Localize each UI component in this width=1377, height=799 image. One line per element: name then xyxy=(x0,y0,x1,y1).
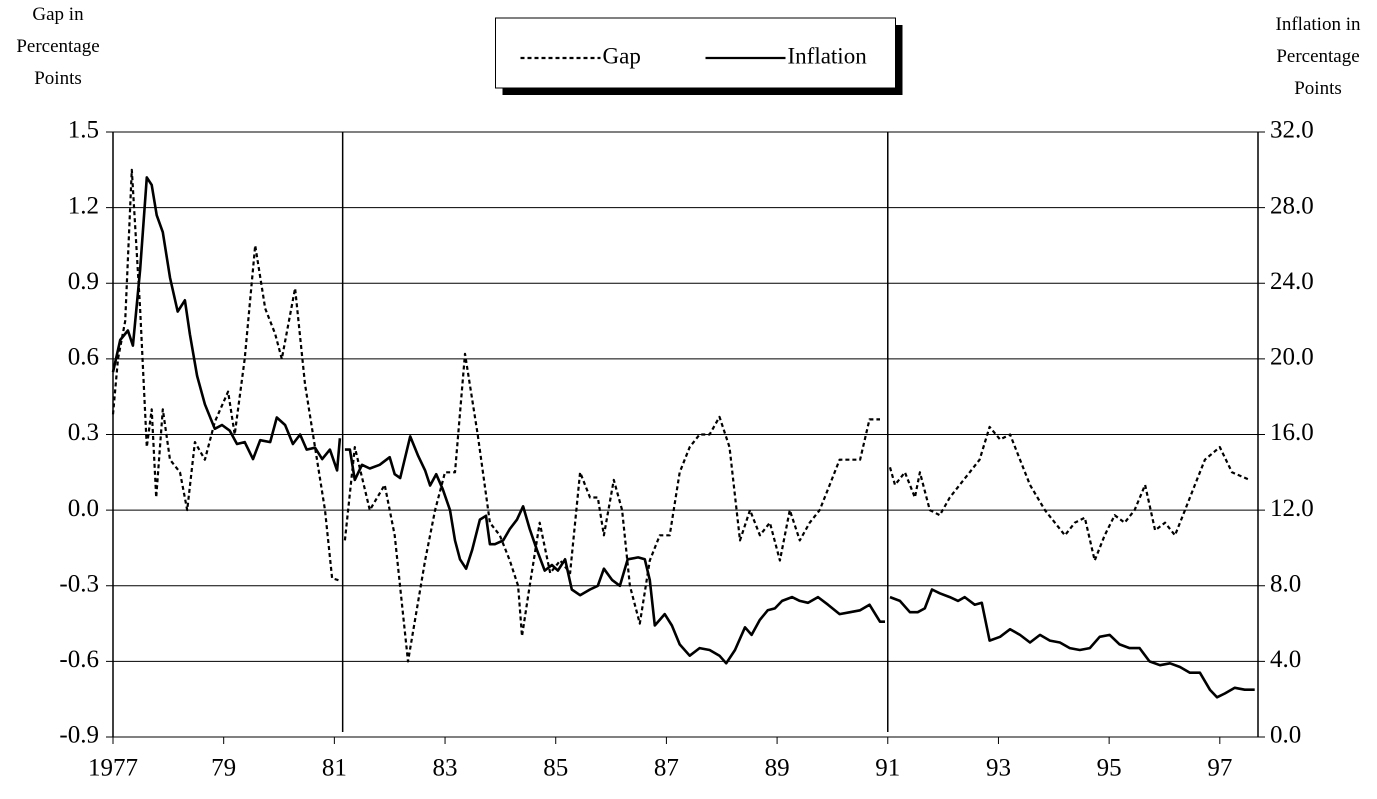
x-tick-label: 87 xyxy=(654,755,679,782)
y2-tick-label: 24.0 xyxy=(1270,268,1314,295)
y2-tick-label: 8.0 xyxy=(1270,570,1301,597)
y2-tick-label: 12.0 xyxy=(1270,495,1314,522)
x-tick-label: 97 xyxy=(1207,755,1232,782)
legend-label: Inflation xyxy=(788,43,868,68)
y-axis-title: Percentage xyxy=(16,36,99,57)
y-tick-label: 0.0 xyxy=(68,495,99,522)
y-tick-label: 0.6 xyxy=(68,344,99,371)
x-tick-label: 83 xyxy=(433,755,458,782)
y-tick-label: -0.6 xyxy=(59,646,99,673)
series-line xyxy=(111,176,1255,699)
series-line xyxy=(111,168,1251,663)
y2-tick-label: 20.0 xyxy=(1270,344,1314,371)
y2-axis-title: Percentage xyxy=(1276,46,1359,67)
y-axis-title: Gap in xyxy=(32,4,84,25)
legend-label: Gap xyxy=(603,43,641,68)
x-tick-label: 93 xyxy=(986,755,1011,782)
y2-tick-label: 16.0 xyxy=(1270,419,1314,446)
x-tick-label: 95 xyxy=(1097,755,1122,782)
x-tick-label: 1977 xyxy=(88,755,138,782)
legend xyxy=(495,17,896,89)
y-tick-label: 1.5 xyxy=(68,117,99,144)
y2-axis-title: Points xyxy=(1294,78,1342,99)
y2-axis-title: Inflation in xyxy=(1276,14,1361,35)
x-tick-label: 79 xyxy=(211,755,236,782)
y2-tick-label: 28.0 xyxy=(1270,192,1314,219)
y-tick-label: -0.3 xyxy=(59,570,99,597)
x-tick-label: 81 xyxy=(322,755,347,782)
x-tick-label: 85 xyxy=(543,755,568,782)
y2-tick-label: 0.0 xyxy=(1270,722,1301,749)
y-tick-label: 0.3 xyxy=(68,419,99,446)
x-tick-label: 89 xyxy=(765,755,790,782)
y2-tick-label: 32.0 xyxy=(1270,117,1314,144)
y2-tick-label: 4.0 xyxy=(1270,646,1301,673)
y-tick-label: 1.2 xyxy=(68,192,99,219)
x-tick-label: 91 xyxy=(875,755,900,782)
y-tick-label: 0.9 xyxy=(68,268,99,295)
y-tick-label: -0.9 xyxy=(59,722,99,749)
y-axis-title: Points xyxy=(34,68,82,89)
